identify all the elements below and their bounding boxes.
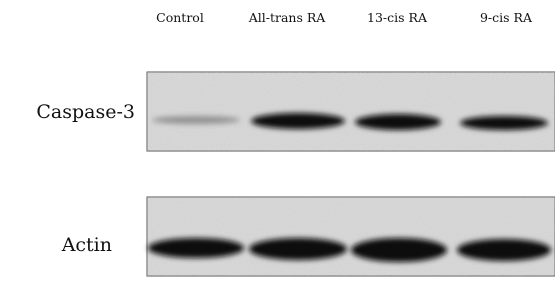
- blot-figure: Control All-trans RA 13-cis RA 9-cis RA …: [0, 0, 555, 305]
- row-label: Actin: [61, 234, 112, 256]
- band: [457, 239, 551, 261]
- band: [148, 238, 244, 258]
- lane-label: Control: [156, 10, 204, 25]
- band: [251, 113, 345, 129]
- blot-panel: [147, 72, 555, 151]
- row-label: Caspase-3: [36, 101, 135, 123]
- blot-panel: [147, 197, 555, 276]
- band: [460, 116, 548, 130]
- lane-label: 9-cis RA: [480, 10, 533, 25]
- band: [152, 116, 240, 124]
- page: {"lanes": ["Control", "All-trans RA", "1…: [0, 0, 555, 305]
- band: [249, 238, 347, 260]
- band: [351, 238, 447, 262]
- lane-label: 13-cis RA: [367, 10, 428, 25]
- lane-label: All-trans RA: [248, 10, 327, 25]
- band: [355, 114, 441, 130]
